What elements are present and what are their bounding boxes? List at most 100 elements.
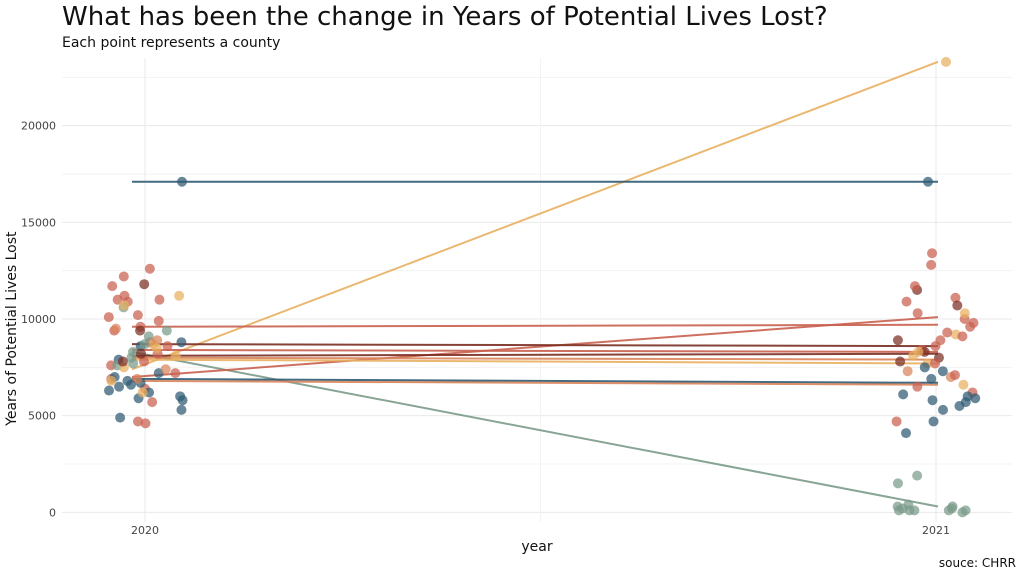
data-point [177,176,187,187]
data-point [909,281,920,292]
data-point [892,501,903,512]
data-point [891,416,902,427]
data-point [892,335,903,346]
series-lines [131,60,939,508]
x-tick-labels: 2020 2021 [131,524,950,537]
data-point [143,331,154,342]
data-point [941,56,951,67]
data-point [176,337,187,348]
y-tick-labels: 0 5000 10000 15000 20000 [21,120,56,520]
series-line [131,348,939,353]
data-point [151,343,162,353]
data-point [153,315,164,326]
data-point [962,391,973,402]
data-point [919,362,930,373]
data-point [139,339,150,350]
data-point [140,418,151,429]
data-point [912,381,923,392]
series-line [131,60,939,371]
series-line [131,316,939,378]
data-point [119,300,130,311]
series-line [131,356,939,361]
data-point [110,323,121,334]
data-point [950,292,961,303]
data-point [117,356,128,367]
data-point [135,325,146,336]
data-point [114,381,125,392]
data-point [926,373,937,384]
data-point [128,346,139,357]
data-point [952,300,963,311]
data-point [923,176,933,187]
data-point [965,321,976,332]
data-point [162,341,173,352]
data-point [170,368,181,379]
data-point [930,341,941,352]
data-point [103,312,114,323]
data-point [118,271,129,282]
data-point [957,507,968,518]
x-tick-label: 2021 [922,524,950,537]
data-point [136,348,147,359]
y-tick-label: 15000 [21,216,56,229]
data-point [912,470,923,481]
chart-title: What has been the change in Years of Pot… [62,2,828,32]
data-point [926,259,937,270]
data-point [901,296,912,307]
data-point [949,370,960,381]
data-point [115,412,126,423]
series-line [131,343,939,348]
data-point [176,404,187,415]
chart-subtitle: Each point represents a county [62,35,281,51]
data-point [112,294,123,305]
data-points [103,56,981,518]
x-axis-title: year [521,539,552,555]
series-line [131,379,939,386]
data-point [957,331,968,342]
data-point [152,335,163,346]
data-point [170,350,181,361]
data-point [125,379,136,390]
data-point [892,478,903,489]
data-point [902,366,913,377]
chart-caption: souce: CHRR [938,556,1016,570]
data-point [137,387,148,398]
data-point [942,327,953,338]
data-point [144,263,155,274]
series-line [131,377,939,384]
data-point [139,279,150,290]
data-point [177,395,188,406]
y-tick-label: 0 [49,506,56,519]
data-point [107,281,118,292]
data-point [970,393,981,404]
data-point [104,385,115,396]
data-point [943,505,954,516]
y-axis-title: Years of Potential Lives Lost [4,231,20,427]
data-point [958,379,969,390]
data-point [895,356,906,367]
y-tick-label: 20000 [21,120,56,133]
data-point [154,294,165,305]
data-point [912,308,923,319]
series-line [131,350,939,508]
data-point [898,389,909,400]
series-line [131,323,939,328]
data-point [927,248,938,259]
x-tick-label: 2020 [131,524,159,537]
series-line [131,352,939,357]
data-point [901,428,912,439]
data-point [132,310,143,321]
data-point [147,397,158,408]
y-tick-label: 5000 [28,410,56,423]
data-point [937,404,948,415]
data-point [927,395,938,406]
data-point [174,290,185,301]
data-point [128,358,139,369]
data-point [132,416,143,427]
data-point [930,358,941,369]
data-point [138,356,149,367]
series-line [131,358,939,365]
data-point [937,366,948,377]
data-point [959,308,970,319]
